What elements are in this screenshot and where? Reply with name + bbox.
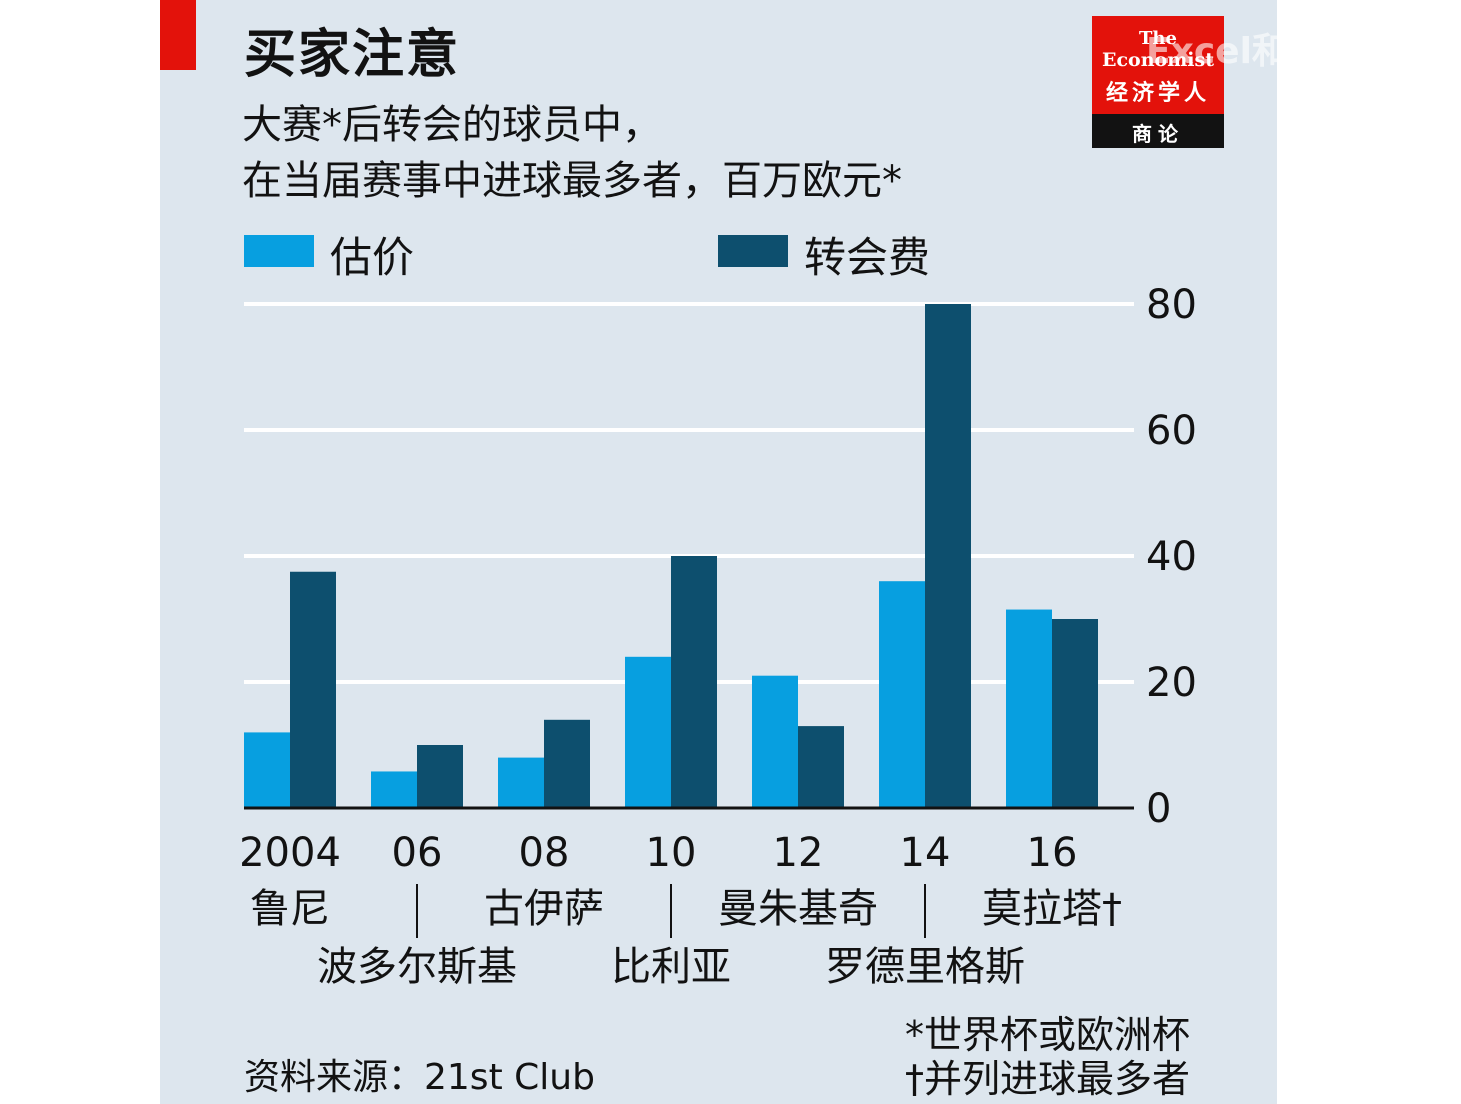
x-tick-label: 08 <box>519 830 570 876</box>
x-tick-label: 12 <box>773 830 824 876</box>
legend-label-transfer-fee: 转会费 <box>804 233 931 282</box>
x-tick-label: 16 <box>1027 830 1078 876</box>
logo-black-bar: 商论 <box>1092 114 1224 148</box>
x-tick-label: 2004 <box>239 830 341 876</box>
y-tick-label: 80 <box>1146 282 1197 328</box>
footnote-competition: *世界杯或欧洲杯 <box>904 1013 1190 1057</box>
y-tick-label: 20 <box>1146 660 1197 706</box>
player-label: 波多尔斯基 <box>317 944 517 990</box>
y-tick-label: 0 <box>1146 786 1171 832</box>
player-label: 莫拉塔† <box>982 886 1122 932</box>
x-tick-label: 06 <box>392 830 443 876</box>
bar-transfer-fee <box>925 304 971 808</box>
logo-line-economist: Economist <box>1101 49 1214 71</box>
bar-transfer-fee <box>290 571 336 808</box>
bar-transfer-fee <box>417 745 463 808</box>
bar-transfer-fee <box>1052 619 1098 808</box>
chart-panel <box>160 0 1277 1104</box>
bar-transfer-fee <box>671 556 717 808</box>
red-corner-tab <box>160 0 196 70</box>
y-tick-label: 60 <box>1146 408 1197 454</box>
bar-estimate <box>244 732 290 808</box>
player-label: 鲁尼 <box>250 886 330 932</box>
economist-logo: The Economist 经济学人 商论 <box>1092 16 1224 148</box>
watermark-text: Excel和PowerBI <box>1146 31 1456 72</box>
player-label: 曼朱基奇 <box>718 886 878 932</box>
bar-estimate <box>625 656 671 808</box>
logo-line-the: The <box>1139 28 1177 49</box>
legend-label-estimate: 估价 <box>330 233 415 282</box>
logo-bar-text: 商论 <box>1132 122 1184 146</box>
bar-estimate <box>498 757 544 808</box>
chart-subtitle-line-2: 在当届赛事中进球最多者，百万欧元* <box>242 158 902 204</box>
bar-estimate <box>879 581 925 808</box>
player-label: 比利亚 <box>611 944 731 990</box>
logo-line-chinese: 经济学人 <box>1105 80 1210 106</box>
bar-transfer-fee <box>798 726 844 808</box>
bar-estimate <box>1006 609 1052 808</box>
bar-estimate <box>371 771 417 808</box>
footnote-tied-scorer: †并列进球最多者 <box>904 1057 1190 1101</box>
source-note: 资料来源：21st Club <box>244 1057 595 1098</box>
player-label: 罗德里格斯 <box>825 944 1025 990</box>
bar-estimate <box>752 675 798 808</box>
x-tick-label: 10 <box>646 830 697 876</box>
player-label: 古伊萨 <box>484 886 604 932</box>
legend-swatch-transfer-fee <box>718 235 788 267</box>
chart-title: 买家注意 <box>244 25 461 85</box>
bar-transfer-fee <box>544 719 590 808</box>
legend-swatch-estimate <box>244 235 314 267</box>
y-tick-label: 40 <box>1146 534 1197 580</box>
x-tick-label: 14 <box>900 830 951 876</box>
chart-subtitle-line-1: 大赛*后转会的球员中， <box>242 102 662 148</box>
